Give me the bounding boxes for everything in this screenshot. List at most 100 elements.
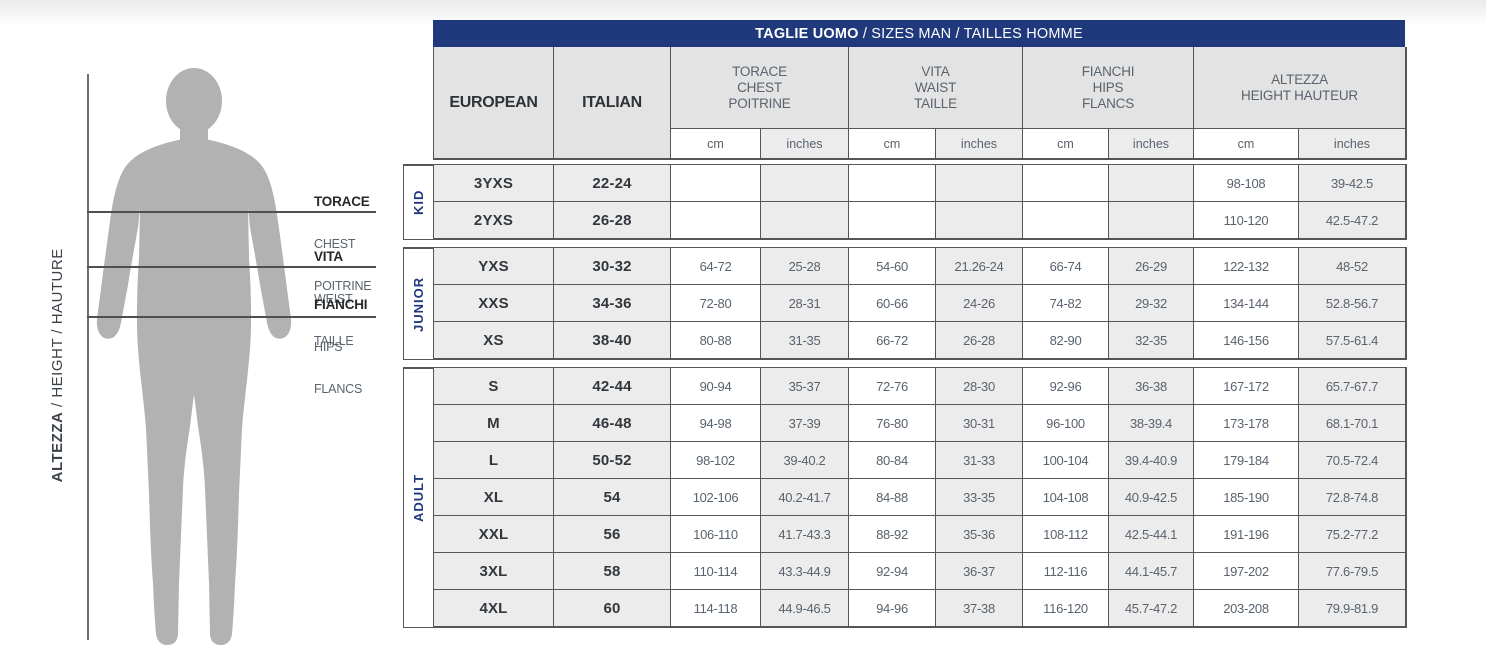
value-cell: 134-144: [1194, 285, 1299, 322]
european-size-cell: 3YXS: [434, 165, 554, 202]
value-cell: 37-38: [936, 590, 1023, 627]
value-cell: 21.26-24: [936, 248, 1023, 285]
value-cell: 36-38: [1109, 368, 1194, 405]
measure-subname: HIPS: [1092, 79, 1124, 95]
value-cell: 31-35: [761, 322, 849, 359]
measure-name: FIANCHI: [1081, 63, 1135, 79]
european-size-cell: S: [434, 368, 554, 405]
measure-subname: CHEST: [737, 79, 782, 95]
measure-subname: HEIGHT HAUTEUR: [1241, 87, 1358, 103]
value-cell: 98-108: [1194, 165, 1299, 202]
chest-measure-line: [87, 211, 376, 213]
value-cell: 80-88: [671, 322, 761, 359]
unit-cell-altezza-cm: cm: [1194, 129, 1299, 159]
hips-measure-label: FIANCHI HIPS FLANCS: [314, 270, 424, 410]
value-cell: 38-39.4: [1109, 405, 1194, 442]
title-secondary: / SIZES MAN / TAILLES HOMME: [858, 25, 1083, 42]
value-cell: 110-114: [671, 553, 761, 590]
italian-size-cell: 26-28: [554, 202, 671, 239]
value-cell: 24-26: [936, 285, 1023, 322]
italian-size-cell: 54: [554, 479, 671, 516]
size-group-kid: KID 3YXS 22-24 98-108 39-42.5 2YXS 26-28 110-12…: [403, 164, 1407, 240]
value-cell: [849, 165, 936, 202]
value-cell: 57.5-61.4: [1299, 322, 1406, 359]
value-cell: [1109, 202, 1194, 239]
value-cell: 66-72: [849, 322, 936, 359]
value-cell: 77.6-79.5: [1299, 553, 1406, 590]
unit-cell-altezza-inches: inches: [1299, 129, 1406, 159]
hips-label-fr: FLANCS: [314, 382, 363, 396]
value-cell: 102-106: [671, 479, 761, 516]
chest-label-en: CHEST: [314, 237, 356, 251]
unit-cell-vita-inches: inches: [936, 129, 1023, 159]
measure-name: VITA: [921, 63, 950, 79]
value-cell: [761, 202, 849, 239]
measure-name: TORACE: [732, 63, 787, 79]
value-cell: 203-208: [1194, 590, 1299, 627]
italian-size-cell: 42-44: [554, 368, 671, 405]
value-cell: 43.3-44.9: [761, 553, 849, 590]
value-cell: [761, 165, 849, 202]
waist-measure-line: [87, 266, 376, 268]
italian-size-cell: 58: [554, 553, 671, 590]
value-cell: 39-40.2: [761, 442, 849, 479]
header-cell-torace: TORACE CHEST POITRINE: [671, 47, 849, 129]
value-cell: 44.9-46.5: [761, 590, 849, 627]
size-chart-title: TAGLIE UOMO / SIZES MAN / TAILLES HOMME: [433, 20, 1405, 47]
european-size-cell: 4XL: [434, 590, 554, 627]
value-cell: 185-190: [1194, 479, 1299, 516]
value-cell: 35-37: [761, 368, 849, 405]
value-cell: 92-96: [1023, 368, 1109, 405]
value-cell: 66-74: [1023, 248, 1109, 285]
unit-cell-vita-cm: cm: [849, 129, 936, 159]
value-cell: 41.7-43.3: [761, 516, 849, 553]
value-cell: 26-29: [1109, 248, 1194, 285]
value-cell: 80-84: [849, 442, 936, 479]
hips-label-primary: FIANCHI: [314, 297, 368, 312]
value-cell: 42.5-47.2: [1299, 202, 1406, 239]
unit-cell-fianchi-cm: cm: [1023, 129, 1109, 159]
value-cell: 31-33: [936, 442, 1023, 479]
value-cell: 54-60: [849, 248, 936, 285]
waist-label-en: WEIST: [314, 292, 353, 306]
value-cell: 88-92: [849, 516, 936, 553]
height-axis-label-bold: ALTEZZA: [49, 411, 66, 483]
value-cell: 26-28: [936, 322, 1023, 359]
waist-label-fr: TAILLE: [314, 334, 354, 348]
size-chart: TAGLIE UOMO / SIZES MAN / TAILLES HOMME …: [403, 20, 1407, 628]
header-cell-altezza: ALTEZZA HEIGHT HAUTEUR: [1194, 47, 1406, 129]
value-cell: 82-90: [1023, 322, 1109, 359]
value-cell: 29-32: [1109, 285, 1194, 322]
measure-name: ALTEZZA: [1271, 71, 1328, 87]
european-size-cell: 2YXS: [434, 202, 554, 239]
european-size-cell: XS: [434, 322, 554, 359]
human-silhouette: [96, 68, 292, 645]
value-cell: [1109, 165, 1194, 202]
european-size-cell: XL: [434, 479, 554, 516]
italian-size-cell: 50-52: [554, 442, 671, 479]
value-cell: 191-196: [1194, 516, 1299, 553]
value-cell: 40.9-42.5: [1109, 479, 1194, 516]
european-size-cell: YXS: [434, 248, 554, 285]
waist-label-primary: VITA: [314, 249, 343, 264]
measure-subname: TAILLE: [914, 95, 957, 111]
value-cell: 76-80: [849, 405, 936, 442]
value-cell: 52.8-56.7: [1299, 285, 1406, 322]
italian-size-cell: 38-40: [554, 322, 671, 359]
value-cell: 110-120: [1194, 202, 1299, 239]
height-axis-line: [87, 74, 89, 640]
unit-cell-fianchi-inches: inches: [1109, 129, 1194, 159]
european-size-cell: XXL: [434, 516, 554, 553]
value-cell: 75.2-77.2: [1299, 516, 1406, 553]
value-cell: [671, 165, 761, 202]
italian-size-cell: 46-48: [554, 405, 671, 442]
value-cell: 112-116: [1023, 553, 1109, 590]
chest-measure-label: TORACE CHEST POITRINE: [314, 167, 424, 307]
value-cell: 60-66: [849, 285, 936, 322]
value-cell: 72-80: [671, 285, 761, 322]
value-cell: 72-76: [849, 368, 936, 405]
value-cell: [936, 165, 1023, 202]
value-cell: 92-94: [849, 553, 936, 590]
value-cell: 39-42.5: [1299, 165, 1406, 202]
value-cell: 167-172: [1194, 368, 1299, 405]
